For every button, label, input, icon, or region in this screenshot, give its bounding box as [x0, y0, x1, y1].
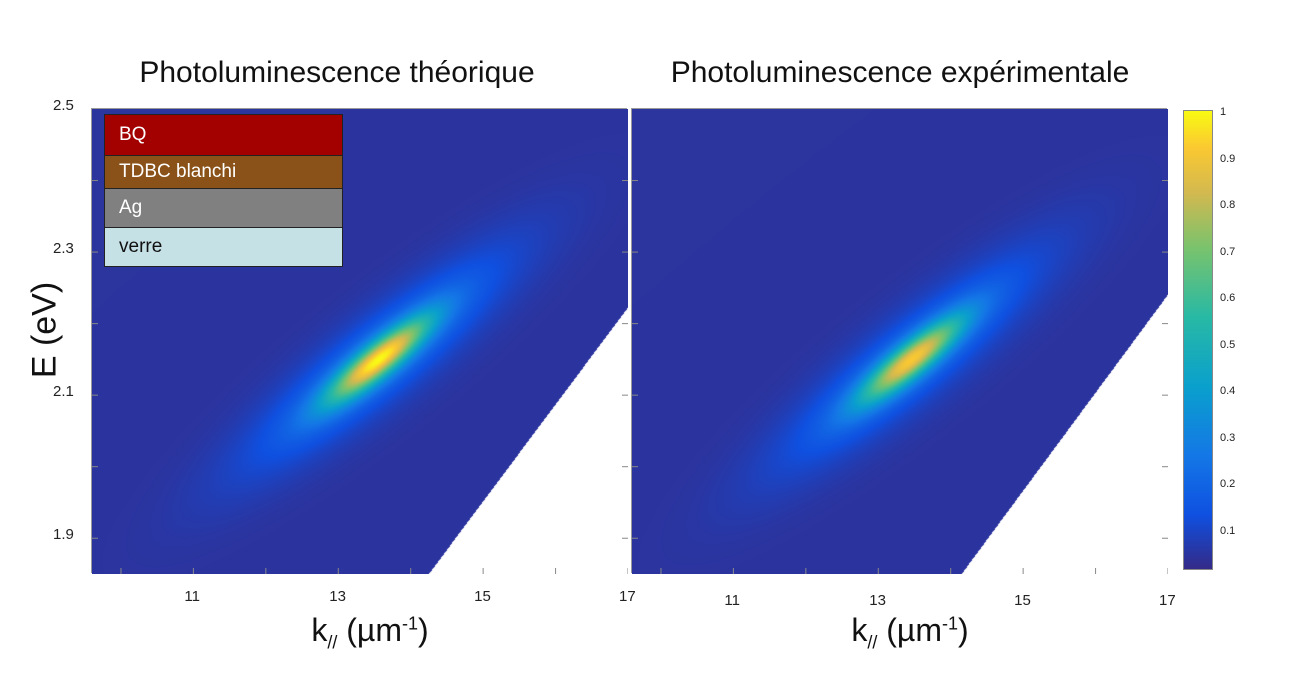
right-panel-title: Photoluminescence expérimentale	[670, 56, 1130, 89]
x-label-sub: //	[867, 632, 878, 653]
y-tick-label: 2.5	[53, 97, 74, 114]
heatmap-theoretical-ticks	[92, 180, 628, 574]
colorbar-tick-label: 0.2	[1220, 478, 1236, 490]
layer-ag: Ag	[105, 189, 342, 228]
x-label-close: )	[958, 612, 969, 648]
x-axis-label-right: k// (µm-1)	[851, 612, 968, 653]
x-label-unit: (µm	[886, 612, 942, 648]
y-tick-label: 1.9	[53, 526, 74, 544]
x-tick-label: 17	[619, 588, 636, 605]
y-tick-label: 2.1	[53, 383, 74, 401]
colorbar-tick-label: 0.3	[1220, 431, 1236, 444]
x-tick-label: 13	[329, 588, 346, 605]
layer-verre: verre	[105, 228, 342, 266]
colorbar-tick-label: 0.5	[1220, 338, 1236, 351]
x-label-k: k	[311, 612, 328, 648]
x-label-sup: -1	[401, 613, 419, 634]
colorbar-tick-label: 0.4	[1220, 385, 1236, 397]
x-tick-label: 17	[1159, 592, 1176, 609]
x-tick-label: 11	[184, 588, 200, 605]
colorbar-tick-label: 0.7	[1220, 245, 1236, 258]
heatmap-experimental-image	[632, 109, 1168, 574]
x-label-unit: (µm	[346, 612, 402, 648]
colorbar-tick-label: 1	[1220, 106, 1227, 118]
left-panel-title: Photoluminescence théorique	[139, 56, 535, 89]
heatmap-experimental	[631, 108, 1168, 574]
heatmap-experimental-ticks	[632, 180, 1168, 574]
x-axis-label-left: k// (µm-1)	[311, 612, 428, 653]
x-tick-label: 11	[724, 592, 740, 609]
x-tick-label: 13	[869, 592, 886, 609]
colorbar-tick-label: 0.6	[1220, 292, 1236, 304]
x-tick-label: 15	[1014, 592, 1031, 609]
colorbar-tick-label: 0.8	[1220, 199, 1236, 211]
layer-tdbc: TDBC blanchi	[105, 156, 342, 189]
colorbar	[1183, 110, 1213, 570]
colorbar-tick-label: 0.1	[1220, 524, 1236, 537]
x-label-close: )	[418, 612, 429, 648]
x-tick-label: 15	[474, 588, 491, 605]
layer-stack-inset: BQ TDBC blanchi Ag verre	[104, 114, 343, 267]
y-tick-label: 2.3	[53, 240, 74, 258]
colorbar-tick-label: 0.9	[1220, 152, 1236, 165]
layer-bq: BQ	[105, 115, 342, 156]
x-label-sup: -1	[941, 613, 959, 634]
x-label-sub: //	[327, 632, 338, 653]
x-label-k: k	[851, 612, 868, 648]
y-axis-label: E (eV)	[25, 281, 64, 379]
